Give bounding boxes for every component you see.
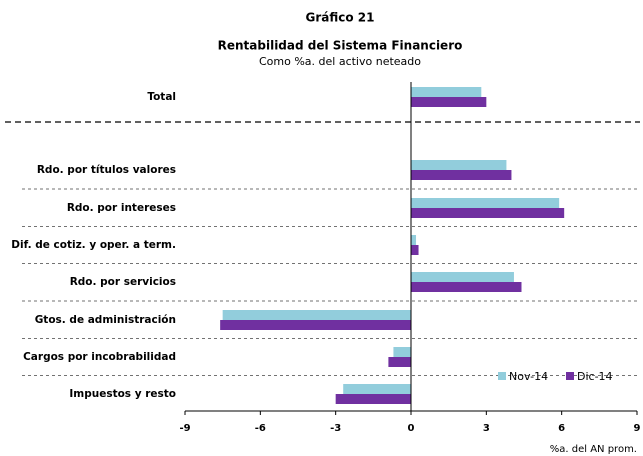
bar bbox=[343, 384, 411, 394]
bar bbox=[411, 87, 482, 97]
x-tick-label: -9 bbox=[179, 423, 190, 434]
bar bbox=[411, 245, 419, 255]
bar bbox=[411, 170, 512, 180]
x-tick-label: 0 bbox=[408, 423, 415, 434]
x-axis-label: %a. del AN prom. bbox=[550, 444, 637, 455]
x-tick-label: -3 bbox=[330, 423, 341, 434]
bar bbox=[411, 160, 507, 170]
category-label: Gtos. de administración bbox=[35, 314, 176, 326]
bar bbox=[411, 97, 487, 107]
category-label: Rdo. por intereses bbox=[67, 202, 176, 214]
chart-subtitle: Como %a. del activo neteado bbox=[259, 55, 421, 68]
category-label: Rdo. por títulos valores bbox=[37, 164, 176, 176]
x-tick-label: 6 bbox=[558, 423, 565, 434]
legend-swatch bbox=[566, 372, 574, 380]
bar bbox=[411, 208, 565, 218]
category-label: Rdo. por servicios bbox=[70, 276, 176, 288]
x-tick-label: -6 bbox=[255, 423, 266, 434]
bar bbox=[411, 198, 560, 208]
category-label: Total bbox=[147, 91, 176, 103]
category-label: Impuestos y resto bbox=[69, 388, 176, 400]
x-tick-label: 3 bbox=[483, 423, 490, 434]
bar bbox=[335, 394, 411, 404]
bar bbox=[411, 282, 522, 292]
chart-number: Gráfico 21 bbox=[306, 11, 375, 25]
bar bbox=[388, 357, 411, 367]
category-label: Cargos por incobrabilidad bbox=[23, 351, 176, 363]
x-tick-label: 9 bbox=[634, 423, 641, 434]
bar bbox=[393, 347, 411, 357]
legend-label: Nov-14 bbox=[509, 370, 548, 383]
category-label: Dif. de cotiz. y oper. a term. bbox=[11, 239, 176, 251]
bar bbox=[222, 310, 411, 320]
chart-title: Rentabilidad del Sistema Financiero bbox=[218, 39, 463, 53]
bar bbox=[220, 320, 411, 330]
bar bbox=[411, 272, 514, 282]
bar bbox=[411, 235, 417, 245]
legend-swatch bbox=[498, 372, 506, 380]
legend-label: Dic-14 bbox=[577, 370, 613, 383]
